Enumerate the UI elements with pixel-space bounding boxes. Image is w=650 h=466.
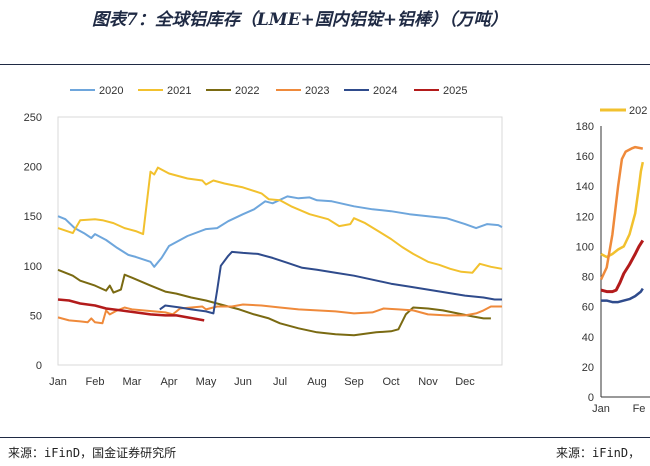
main-chart: 0 50 100 150 200 250 Jan Feb Mar Apr May Jun Jul Aug S… [24, 85, 503, 388]
side-chart: 0 20 40 60 80 100 120 140 160 180 Jan Fe 202 [576, 105, 650, 415]
series-line-2022 [57, 268, 491, 337]
y-tick-label-3: 150 [24, 211, 42, 223]
side-legend-label: 202 [629, 105, 647, 117]
x-tick-label-jun: Jun [234, 376, 252, 388]
x-tick-label-dec: Dec [455, 376, 475, 388]
y-tick-label-0: 0 [36, 360, 42, 372]
side-series-line-0 [600, 161, 645, 259]
series-line-2025 [57, 298, 205, 322]
y-tick-label-2: 100 [24, 261, 42, 273]
source-note-right: 来源：iFinD， [556, 446, 641, 460]
x-tick-label-feb: Feb [86, 376, 105, 388]
x-tick-label-apr: Apr [160, 376, 177, 388]
y-tick-label-1: 50 [30, 310, 42, 322]
side-y-tick-label-5: 100 [576, 241, 594, 253]
side-y-tick-label-8: 160 [576, 151, 594, 163]
x-tick-label-oct: Oct [382, 376, 399, 388]
top-rule [0, 64, 650, 65]
legend-label-2024: 2024 [373, 85, 397, 97]
legend-label-2022: 2022 [235, 85, 259, 97]
legend-label-2023: 2023 [305, 85, 329, 97]
side-series-line-1 [599, 145, 644, 281]
series-line-2021 [57, 166, 503, 274]
side-y-tick-label-2: 40 [582, 332, 594, 344]
x-tick-label-aug: Aug [307, 376, 327, 388]
series-line-2020 [57, 195, 503, 268]
side-x-tick-label-0: Jan [592, 403, 610, 415]
x-tick-label-nov: Nov [418, 376, 438, 388]
side-series-line-2 [600, 239, 645, 294]
side-y-tick-label-7: 140 [576, 181, 594, 193]
side-y-tick-label-9: 180 [576, 121, 594, 133]
side-y-tick-label-6: 120 [576, 211, 594, 223]
x-tick-label-jan: Jan [49, 376, 67, 388]
x-tick-label-sep: Sep [344, 376, 364, 388]
bottom-rule [0, 437, 650, 438]
side-x-tick-label-1: Fe [633, 403, 646, 415]
side-y-tick-label-3: 60 [582, 302, 594, 314]
legend-label-2020: 2020 [99, 85, 123, 97]
side-y-tick-label-0: 0 [588, 392, 594, 404]
side-y-tick-label-1: 20 [582, 362, 594, 374]
legend-label-2021: 2021 [167, 85, 191, 97]
x-tick-label-jul: Jul [273, 376, 287, 388]
figure-title: 图表7：全球铝库存（LME+国内铝锭+铝棒）（万吨） [92, 10, 508, 30]
legend-label-2025: 2025 [443, 85, 467, 97]
y-tick-label-4: 200 [24, 162, 42, 174]
plot-frame [57, 116, 503, 366]
side-series-line-3 [601, 287, 644, 304]
source-note-left: 来源：iFinD，国金证券研究所 [8, 446, 177, 460]
x-tick-label-may: May [196, 376, 217, 388]
x-tick-label-mar: Mar [123, 376, 142, 388]
y-tick-label-5: 250 [24, 112, 42, 124]
series-line-2023 [57, 303, 502, 325]
series-line-2024 [159, 250, 502, 315]
side-y-tick-label-4: 80 [582, 272, 594, 284]
